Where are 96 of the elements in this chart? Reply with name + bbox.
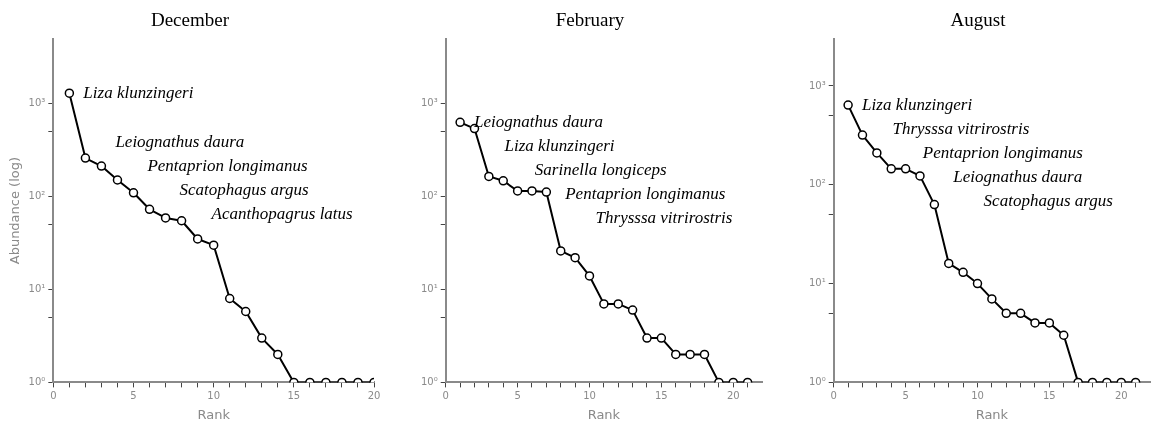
- point: [112, 175, 123, 185]
- annotation: Thrysssa vitrirostris: [595, 207, 733, 227]
- point: [160, 213, 171, 223]
- point: [1015, 308, 1026, 319]
- point: [699, 349, 710, 360]
- point: [1001, 308, 1011, 319]
- x-tick-label: 5: [130, 389, 137, 401]
- y-tick-label: 10¹: [421, 283, 438, 295]
- point: [900, 164, 911, 174]
- point: [929, 199, 940, 210]
- point: [584, 271, 595, 281]
- point: [987, 294, 997, 304]
- point: [857, 130, 868, 140]
- annotation: Sarinella longiceps: [534, 159, 667, 179]
- y-tick-label: 10³: [28, 97, 46, 109]
- x-tick-label: 10: [971, 389, 984, 401]
- point: [613, 299, 623, 309]
- point: [208, 240, 219, 250]
- annotation: Liza klunzingeri: [82, 82, 194, 102]
- point: [872, 148, 882, 158]
- annotation: Scatophagus argus: [983, 190, 1114, 210]
- point: [498, 176, 508, 186]
- x-tick-label: 0: [50, 389, 57, 401]
- point: [685, 349, 695, 360]
- annotation: Pentaprion longimanus: [564, 183, 726, 203]
- annotation: Leiognathus daura: [473, 111, 604, 131]
- x-tick-label: 15: [655, 389, 668, 401]
- point: [1030, 318, 1040, 328]
- point: [224, 293, 235, 304]
- annotation: Leiognathus daura: [114, 131, 245, 151]
- point: [484, 171, 494, 182]
- y-tick-label: 10³: [421, 97, 438, 109]
- x-tick-label: 5: [514, 389, 521, 401]
- annotation: Liza klunzingeri: [861, 94, 973, 114]
- y-tick-label: 10⁰: [809, 375, 826, 387]
- point: [570, 252, 580, 263]
- y-tick-label: 10¹: [28, 283, 46, 295]
- y-tick-label: 10⁰: [421, 375, 438, 387]
- annotation: Pentaprion longimanus: [921, 142, 1084, 162]
- annotation: Thrysssa vitrirostris: [892, 118, 1030, 138]
- point: [527, 186, 537, 196]
- point: [80, 153, 91, 163]
- point: [627, 305, 638, 315]
- point: [972, 278, 983, 289]
- point: [257, 333, 267, 343]
- x-tick-label: 20: [1114, 389, 1128, 401]
- point: [541, 187, 552, 197]
- point: [843, 100, 853, 110]
- x-tick-label: 20: [367, 389, 381, 401]
- point: [512, 186, 523, 196]
- chart-title: December: [150, 9, 230, 31]
- y-tick-label: 10²: [809, 178, 826, 190]
- point: [915, 171, 925, 181]
- x-tick-label: 15: [287, 389, 301, 401]
- point: [642, 333, 652, 343]
- annotation: Scatophagus argus: [179, 179, 310, 199]
- y-axis-title: Abundance (log): [7, 156, 23, 265]
- x-axis-title: Rank: [197, 406, 231, 422]
- y-tick-label: 10¹: [809, 277, 826, 289]
- point: [455, 117, 465, 128]
- point: [192, 234, 203, 244]
- point: [958, 267, 968, 278]
- annotation: Acanthopagrus latus: [210, 203, 354, 223]
- x-tick-label: 0: [830, 389, 837, 401]
- x-tick-label: 10: [583, 389, 596, 401]
- annotation: Liza klunzingeri: [503, 135, 615, 155]
- point: [144, 204, 155, 215]
- point: [599, 299, 609, 309]
- point: [128, 188, 139, 198]
- x-tick-label: 5: [902, 389, 909, 401]
- annotation: Pentaprion longimanus: [146, 155, 308, 175]
- x-tick-label: 20: [726, 389, 740, 401]
- point: [96, 161, 107, 171]
- y-tick-label: 10²: [28, 190, 46, 202]
- chart-title: August: [950, 9, 1007, 31]
- chart-title: February: [555, 9, 625, 31]
- x-axis-title: Rank: [975, 406, 1009, 422]
- y-tick-label: 10³: [809, 79, 826, 91]
- annotation: Leiognathus daura: [952, 166, 1083, 186]
- point: [1058, 330, 1069, 340]
- point: [671, 349, 681, 360]
- point: [273, 349, 283, 360]
- point: [886, 164, 896, 174]
- x-tick-label: 15: [1043, 389, 1056, 401]
- x-tick-label: 0: [442, 389, 449, 401]
- y-tick-label: 10⁰: [28, 375, 46, 387]
- x-axis-title: Rank: [587, 406, 621, 422]
- point: [64, 88, 75, 98]
- point: [943, 258, 954, 269]
- point: [555, 246, 566, 256]
- point: [656, 333, 667, 343]
- x-tick-label: 10: [207, 389, 221, 401]
- point: [176, 215, 187, 226]
- point: [240, 306, 251, 317]
- y-tick-label: 10²: [421, 190, 438, 202]
- point: [1044, 318, 1055, 328]
